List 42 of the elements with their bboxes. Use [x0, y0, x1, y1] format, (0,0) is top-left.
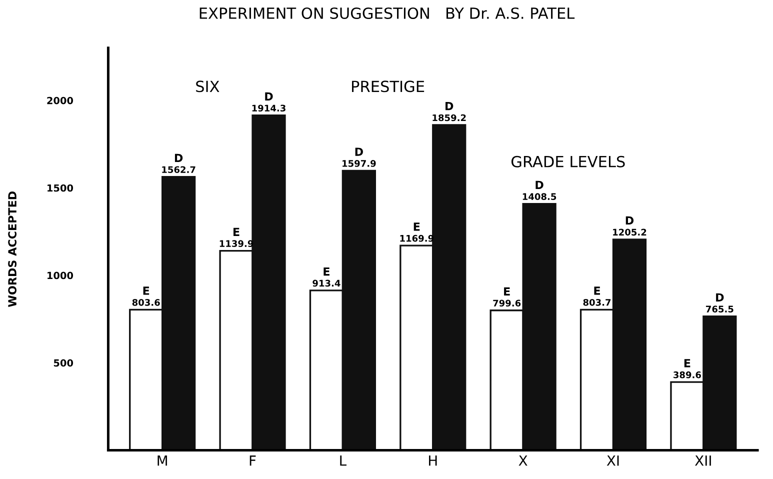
y-tick-label: 1500 [48, 184, 74, 192]
text: E [504, 287, 510, 296]
data-label: 799.6 [493, 300, 521, 307]
data-label: 1914.3 [252, 104, 286, 112]
text: D [716, 293, 724, 302]
y-tick-label: 500 [54, 359, 74, 367]
data-label: 765.5 [706, 306, 734, 312]
chart-title: EXPERIMENT ON SUGGESTION BY Dr. A.S. PATEL [200, 7, 575, 20]
text: D [626, 216, 634, 225]
y-axis-title: WORDS ACCEPTED [8, 191, 17, 307]
x-tick-label: H [429, 456, 437, 466]
x-tick-label: F [250, 456, 256, 466]
text: E [684, 359, 690, 368]
data-label: 1859.2 [432, 114, 466, 122]
data-label: 1597.9 [342, 160, 376, 167]
x-tick-label: X [518, 456, 528, 466]
text: E [143, 286, 150, 295]
x-tick-label: M [158, 456, 167, 466]
x-tick-label: XII [694, 456, 711, 466]
data-label: 803.6 [132, 299, 160, 306]
x-tick-label: L [340, 456, 346, 466]
text: E [414, 222, 420, 231]
text: D [536, 180, 544, 189]
text: D [446, 102, 454, 110]
text: D [355, 148, 363, 156]
y-tick-label: 2000 [47, 96, 74, 104]
data-label: 389.6 [674, 371, 701, 378]
data-label: 913.4 [312, 280, 340, 287]
text: E [324, 267, 330, 276]
data-label: 1205.2 [613, 228, 646, 236]
data-label: 1562.7 [162, 166, 196, 174]
series-label: E [234, 228, 240, 236]
x-tick-label: XI [606, 456, 619, 466]
series-label: D [265, 92, 273, 100]
annotation: GRADE LEVELS [511, 156, 625, 168]
data-label: 1408.5 [522, 193, 556, 200]
annotation: PRESTIGE [352, 80, 424, 92]
text: E [594, 286, 600, 295]
text: D [174, 154, 183, 162]
data-label: 803.7 [583, 298, 611, 306]
annotation: SIX [196, 80, 220, 92]
y-tick-label: 1000 [48, 272, 74, 280]
